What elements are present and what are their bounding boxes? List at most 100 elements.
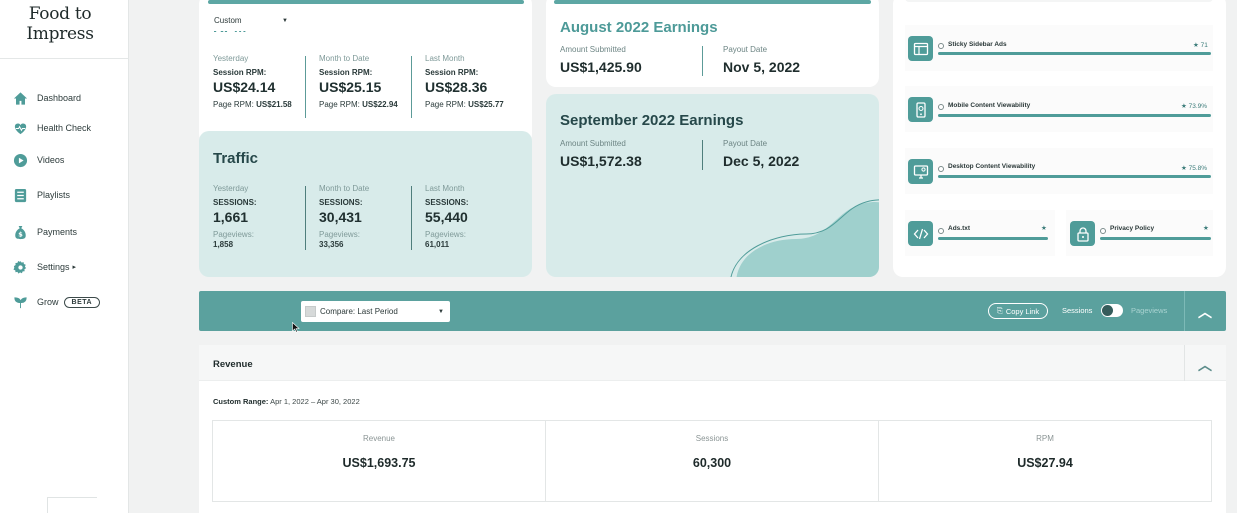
august-card-strip	[554, 0, 871, 4]
ad-progress-bar	[938, 114, 1211, 117]
ad-score-value: 73.9%	[1188, 103, 1208, 110]
stat-rpm: RPM US$27.94	[878, 420, 1212, 502]
stat-value: 60,300	[692, 456, 732, 470]
divider	[702, 140, 703, 170]
sidebar-item-dashboard[interactable]: Dashboard	[12, 88, 81, 108]
brand-logo[interactable]: Food to Impress	[0, 4, 120, 44]
sidebar-item-health-check[interactable]: Health Check	[12, 118, 91, 138]
ad-row-sticky-sidebar[interactable]	[905, 25, 1213, 71]
stat-revenue: Revenue US$1,693.75	[212, 420, 546, 502]
compare-select[interactable]: Compare: Last Period ▼	[301, 301, 450, 322]
brand-line-2: Impress	[26, 24, 94, 44]
sub-value: US$25.77	[468, 100, 504, 109]
payout-value: Nov 5, 2022	[723, 59, 801, 75]
divider	[411, 56, 412, 118]
amount-label: Amount Submitted	[560, 45, 626, 54]
copy-link-label: Copy Link	[1005, 306, 1040, 316]
sidebar-item-playlists[interactable]: Playlists	[12, 185, 70, 205]
ad-name: Sticky Sidebar Ads	[948, 41, 1007, 48]
ad-progress-bar	[938, 237, 1048, 240]
ad-name: Ads.txt	[948, 225, 971, 232]
stat-value: US$1,693.75	[342, 456, 416, 470]
stat-label: RPM	[1036, 434, 1054, 443]
lock-icon	[1070, 221, 1095, 246]
period-label: Month to Date	[319, 54, 370, 63]
sidebar-item-grow[interactable]: Grow BETA	[12, 292, 101, 312]
mouse-cursor-icon	[292, 322, 300, 333]
star-icon: ★	[1193, 42, 1199, 49]
star-icon: ★	[1203, 225, 1209, 232]
heart-icon	[12, 120, 29, 137]
ad-row-mobile-viewability[interactable]	[905, 86, 1213, 132]
metric-label: Session RPM:	[319, 68, 373, 77]
ad-progress-bar	[938, 175, 1211, 178]
custom-range-label: Custom Range:	[213, 397, 269, 406]
ad-progress-bar	[938, 52, 1211, 55]
rpm-col-yesterday: Yesterday Session RPM: US$24.14 Page RPM…	[213, 54, 308, 109]
stat-label: Sessions	[695, 434, 729, 443]
sessions-pageviews-toggle[interactable]	[1101, 304, 1123, 317]
amount-label: Amount Submitted	[560, 139, 626, 148]
traffic-col-yesterday: Yesterday SESSIONS: 1,661 Pageviews: 1,8…	[213, 184, 308, 249]
ad-score-value: 75.8%	[1188, 165, 1208, 172]
period-label: Yesterday	[213, 54, 249, 63]
rpm-col-last-month: Last Month Session RPM: US$28.36 Page RP…	[425, 54, 520, 109]
sub-value: US$22.94	[362, 100, 398, 109]
list-icon	[12, 187, 29, 204]
home-icon	[12, 90, 29, 107]
sub-value: 1,858	[213, 240, 234, 249]
revenue-header[interactable]	[199, 345, 1226, 381]
metric-value: 55,440	[425, 209, 468, 225]
date-range-value: Custom	[214, 16, 242, 25]
collapse-revenue-chevron-up-icon[interactable]: ︿	[1198, 357, 1212, 373]
ad-radio[interactable]	[938, 228, 944, 234]
collapse-toolbar-chevron-up-icon[interactable]: ︿	[1198, 304, 1212, 320]
metric-label: Session RPM:	[425, 68, 479, 77]
ad-score: ★ 75.8%	[1181, 164, 1207, 172]
revenue-header-divider	[1184, 345, 1185, 381]
link-icon: ⎘	[996, 306, 1003, 315]
sidebar-item-label: Health Check	[37, 123, 92, 133]
sidebar-item-label: Videos	[37, 155, 65, 165]
amount-value: US$1,425.90	[560, 59, 642, 75]
star-icon: ★	[1041, 225, 1047, 232]
beta-badge: BETA	[63, 296, 101, 308]
ad-radio[interactable]	[1100, 228, 1106, 234]
sidebar-item-videos[interactable]: Videos	[12, 150, 64, 170]
period-label: Last Month	[425, 184, 465, 193]
sidebar-item-settings[interactable]: Settings ▸	[12, 257, 76, 277]
toggle-label-pageviews: Pageviews	[1131, 306, 1168, 315]
metric-label: SESSIONS:	[319, 198, 363, 207]
ad-radio[interactable]	[938, 104, 944, 110]
sidebar-footer-frame	[47, 497, 97, 513]
star-icon: ★	[1181, 165, 1187, 172]
august-earnings-card	[546, 0, 879, 87]
ad-radio[interactable]	[938, 43, 944, 49]
sidebar-item-label: Playlists	[37, 190, 71, 200]
ad-name: Desktop Content Viewability	[948, 163, 1036, 170]
ad-name: Mobile Content Viewability	[948, 102, 1031, 109]
custom-range-value: Apr 1, 2022 – Apr 30, 2022	[270, 397, 360, 406]
sub-value: 33,356	[319, 240, 344, 249]
metric-label: SESSIONS:	[213, 198, 257, 207]
sidebar-item-label: Settings	[37, 262, 70, 272]
copy-link-button[interactable]: ⎘ Copy Link	[988, 303, 1048, 319]
ad-score: ★ 73.9%	[1181, 102, 1207, 110]
date-range-select[interactable]: Custom ▼	[206, 10, 294, 31]
sidebar-item-payments[interactable]: $ Payments	[12, 222, 77, 242]
stat-label: Revenue	[362, 434, 396, 443]
ad-score-value: 71	[1200, 42, 1208, 49]
divider	[702, 46, 703, 76]
ad-radio[interactable]	[938, 166, 944, 172]
period-label: Yesterday	[213, 184, 249, 193]
sub-value: 61,011	[425, 240, 450, 249]
metric-label: Session RPM:	[213, 68, 267, 77]
ad-row-desktop-viewability[interactable]	[905, 148, 1213, 194]
metric-value: US$25.15	[319, 79, 382, 95]
layout-icon	[908, 36, 933, 61]
decorative-wave	[730, 199, 879, 277]
sub-value: US$21.58	[256, 100, 292, 109]
amount-value: US$1,572.38	[560, 153, 642, 169]
traffic-card	[199, 131, 532, 277]
